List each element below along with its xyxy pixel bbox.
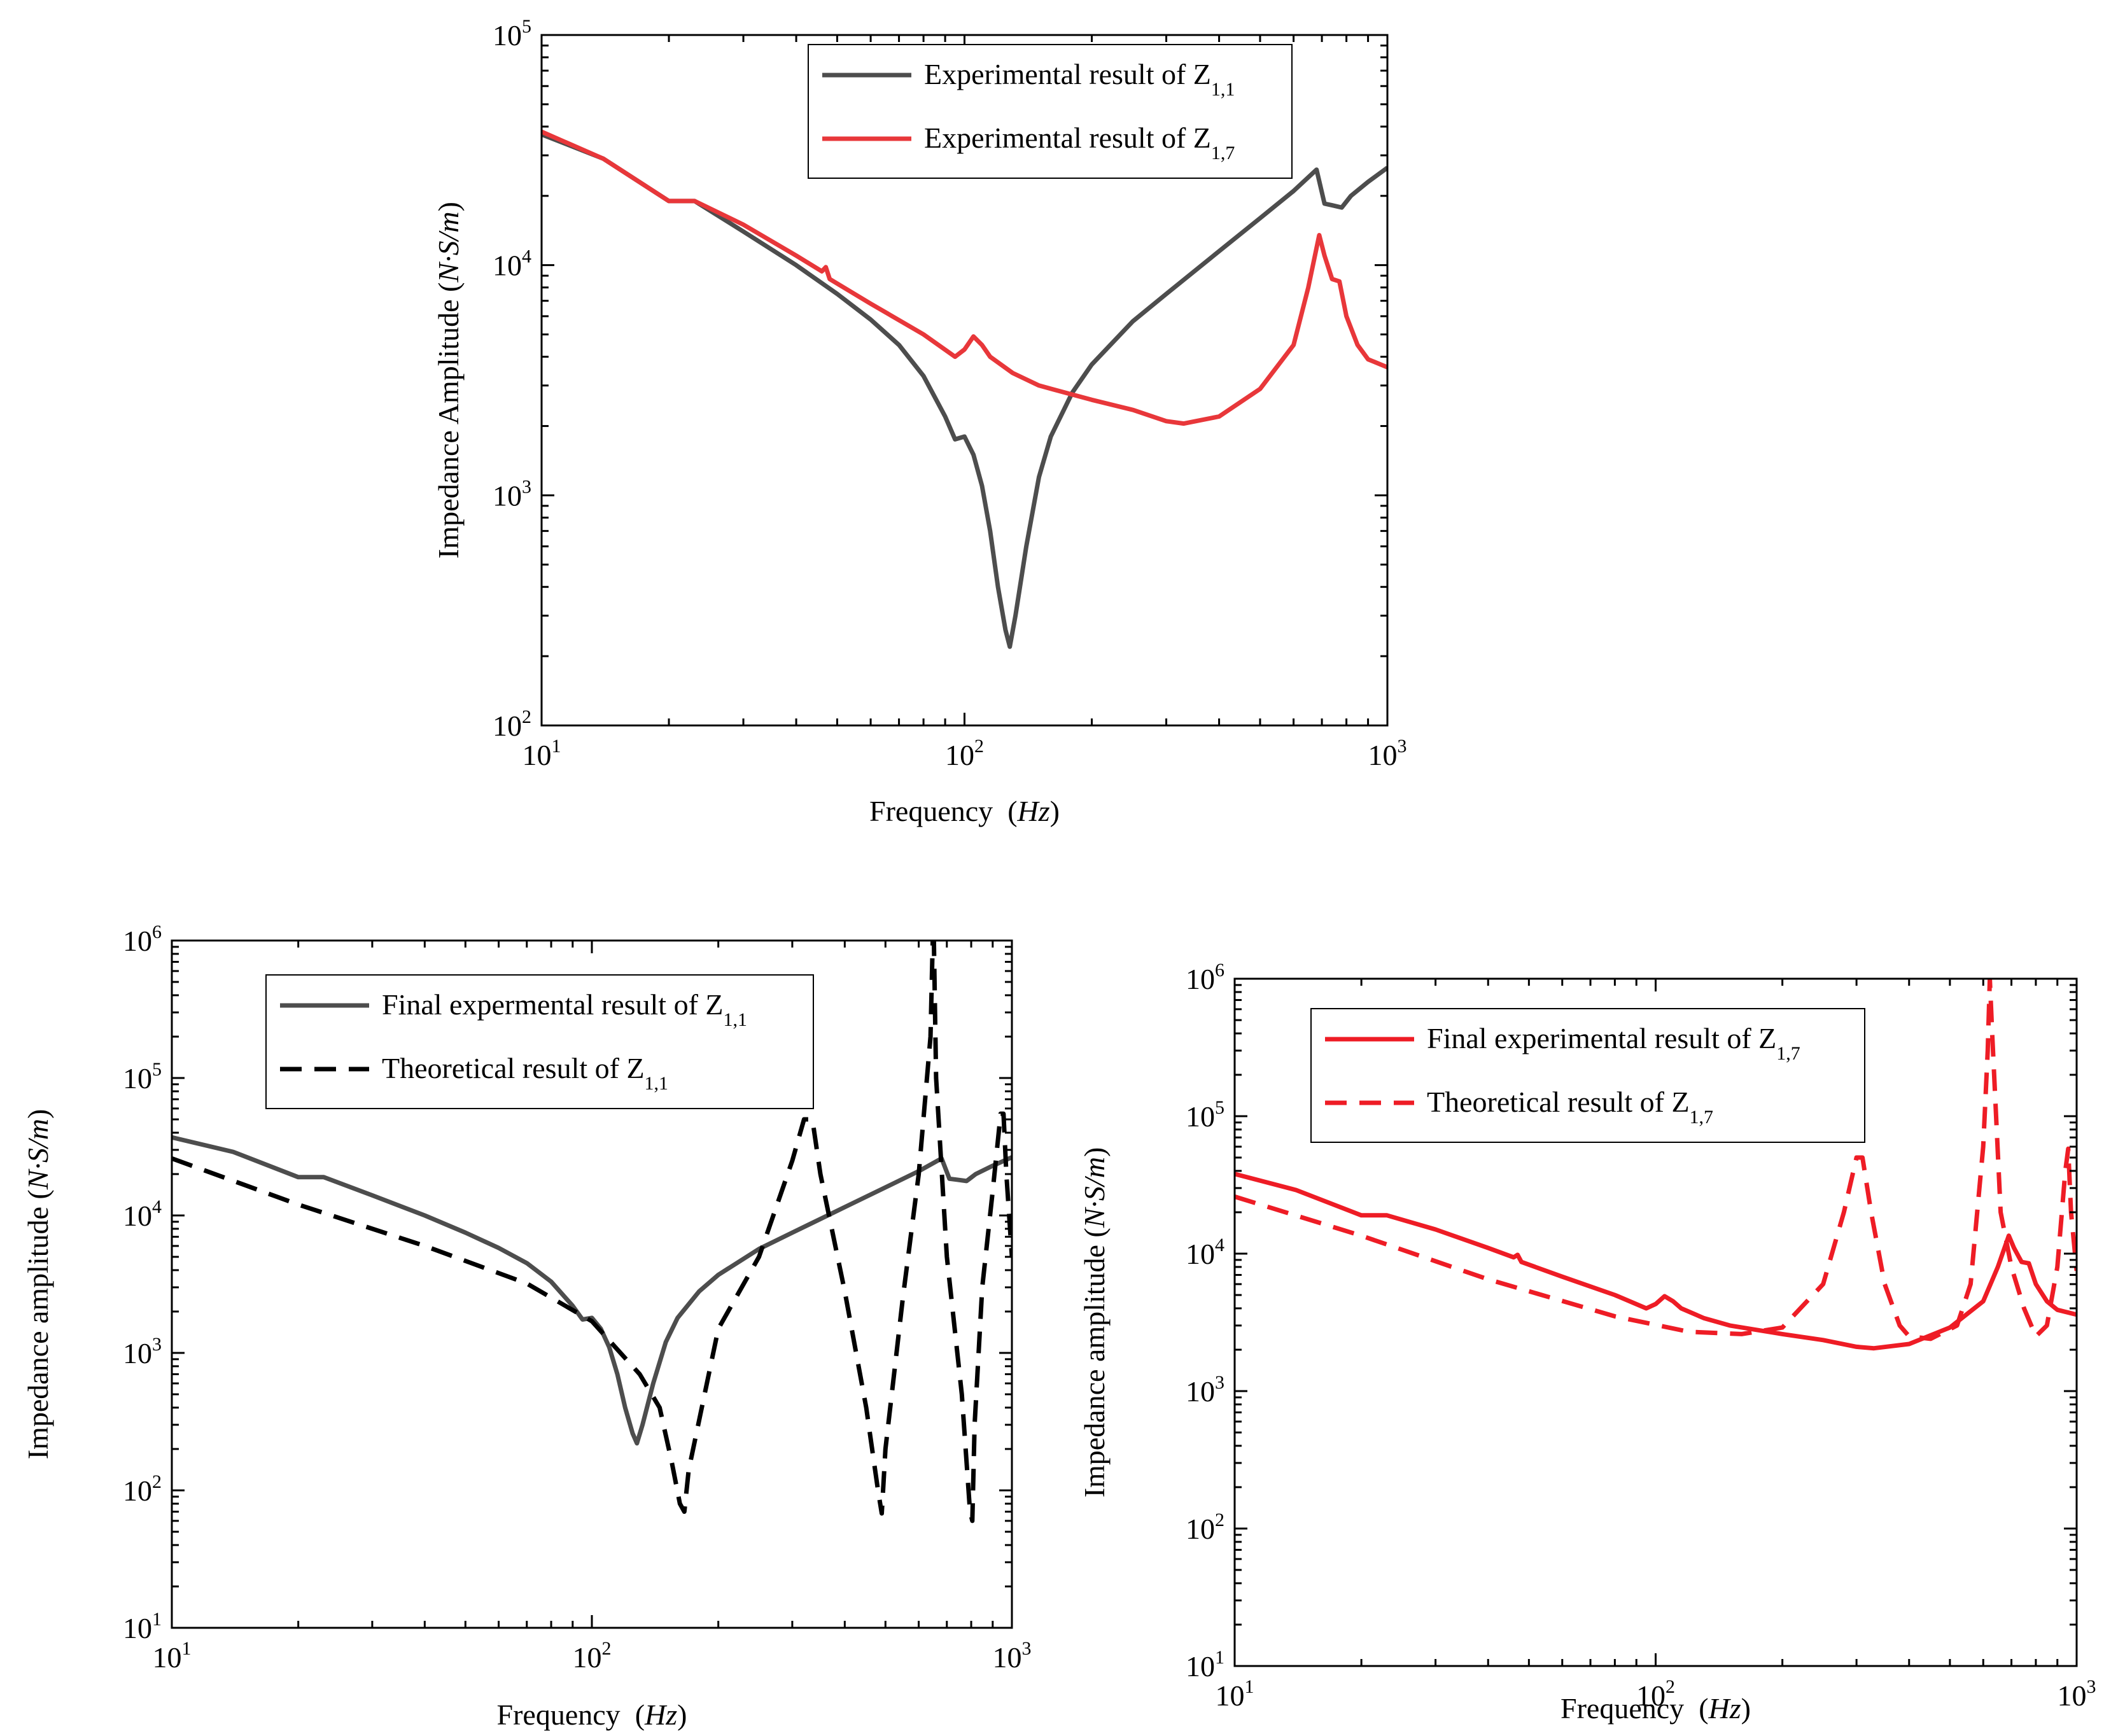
series-line-c-0 xyxy=(1235,1172,2077,1351)
y-axis-title: Impedance Amplitude (N·S/m) xyxy=(432,202,465,559)
x-tick-label: 101 xyxy=(1216,1676,1254,1712)
y-tick-label: 106 xyxy=(123,921,162,957)
x-tick-label: 103 xyxy=(993,1638,1032,1674)
y-tick-label: 101 xyxy=(1186,1647,1224,1683)
x-tick-label: 101 xyxy=(153,1638,192,1674)
legend-label: Experimental result of Z1,7 xyxy=(924,122,1235,164)
y-tick-label: 102 xyxy=(123,1471,162,1507)
x-tick-label: 102 xyxy=(573,1638,612,1674)
chart-panel-c: 101 102 103 101 102 103 104 105 106 Frequency (Hz… xyxy=(1078,960,2096,1725)
x-axis-title: Frequency (Hz) xyxy=(1560,1692,1751,1725)
y-axis-title: Impedance amplitude (N·S/m) xyxy=(22,1109,54,1460)
x-axis-title: Frequency (Hz) xyxy=(497,1698,687,1731)
y-tick-label: 106 xyxy=(1186,960,1224,995)
y-tick-label: 102 xyxy=(1186,1509,1224,1545)
y-tick-label: 103 xyxy=(1186,1372,1224,1408)
y-tick-label: 105 xyxy=(1186,1097,1224,1133)
y-tick-label: 105 xyxy=(123,1059,162,1095)
y-tick-label: 104 xyxy=(123,1196,162,1232)
series-line-a-0 xyxy=(542,132,1387,649)
y-tick-label: 105 xyxy=(493,16,531,52)
y-tick-label: 104 xyxy=(493,246,531,282)
legend: Final expermental result of Z1,1 Theoreti… xyxy=(265,974,814,1109)
legend-label: Theoretical result of Z1,7 xyxy=(1427,1086,1713,1128)
legend-box xyxy=(1310,1008,1865,1143)
legend-label: Theoretical result of Z1,1 xyxy=(382,1052,668,1094)
y-tick-label: 102 xyxy=(493,706,531,742)
legend-box xyxy=(808,44,1293,179)
y-tick-label: 104 xyxy=(1186,1235,1224,1270)
legend: Final experimental result of Z1,7 Theoret… xyxy=(1310,1008,1865,1143)
x-tick-label: 102 xyxy=(1636,1676,1675,1712)
x-tick-label: 103 xyxy=(1368,736,1407,771)
x-axis-title: Frequency (Hz) xyxy=(869,795,1060,827)
chart-panel-b: 101 102 103 101 102 103 104 105 106 Frequency (Hz… xyxy=(22,921,1032,1731)
x-tick-label: 103 xyxy=(2058,1676,2096,1712)
legend-label: Final experimental result of Z1,7 xyxy=(1427,1022,1800,1064)
series-line-a-1 xyxy=(542,129,1387,426)
x-tick-label: 102 xyxy=(945,736,984,771)
legend-label: Final expermental result of Z1,1 xyxy=(382,988,747,1030)
legend: Experimental result of Z1,1 Experimental … xyxy=(808,44,1293,179)
y-tick-label: 103 xyxy=(493,476,531,512)
y-axis-title: Impedance amplitude (N·S/m) xyxy=(1078,1147,1111,1498)
legend-box xyxy=(265,974,814,1109)
x-tick-label: 101 xyxy=(522,736,561,771)
series-line-b-0 xyxy=(172,1135,1012,1446)
y-tick-label: 101 xyxy=(123,1609,162,1644)
y-tick-label: 103 xyxy=(123,1334,162,1369)
legend-label: Experimental result of Z1,1 xyxy=(924,58,1235,100)
series-line-c-1 xyxy=(1235,979,2077,1341)
